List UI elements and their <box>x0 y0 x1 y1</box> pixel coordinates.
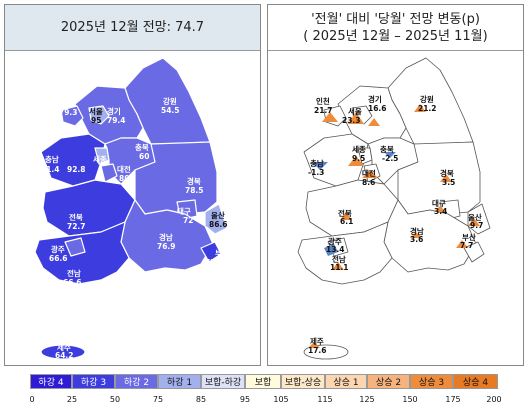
label-chungnam: 충남 71.4 <box>41 154 60 174</box>
legend-item-steady-down: 보합-하강 <box>201 374 245 389</box>
region-seoul <box>88 105 110 125</box>
label-jeonnam: 전남 66.6 <box>63 268 82 287</box>
label-sejong: 세종 9.5 <box>352 144 366 163</box>
left-map-panel: 2025년 12월 전망: 74.7 <box>4 4 261 366</box>
legend-tick: 95 <box>239 395 251 404</box>
label-seoul: 서울 95 <box>89 106 103 125</box>
legend-tick: 125 <box>359 395 375 404</box>
up-triangle-gyeonggi <box>368 118 380 126</box>
legend-tick: 115 <box>317 395 333 404</box>
label-busan: 부산 7.7 <box>460 232 476 250</box>
label-gwangju: 광주 13.4 <box>326 236 345 254</box>
label-incheon: 인천 79.3 <box>59 98 78 117</box>
legend-tick: 150 <box>402 395 418 404</box>
legend-item-up-3: 상승 3 <box>410 374 453 389</box>
right-korea-map: 인천 21.7 서울 23.3 경기 16.6 강원 21.2 충남 -1.3 세종 9.5… <box>297 57 491 360</box>
label-daegu: 대구 3.4 <box>432 198 447 216</box>
legend-tick: 75 <box>152 395 164 404</box>
legend-tick: 175 <box>445 395 461 404</box>
legend-item-steady: 보합 <box>245 374 281 389</box>
label-busan: 부산 72.7 <box>205 248 229 267</box>
right-panel-header: '전월' 대비 '당월' 전망 변동(p) ( 2025년 12월 – 2025… <box>268 5 523 51</box>
legend-tick: 0 <box>29 395 35 404</box>
label-gangwon: 강원 21.2 <box>418 94 437 113</box>
legend-item-down-1: 하강 1 <box>158 374 201 389</box>
left-region-labels: 인천 79.3 서울 95 경기 79.4 강원 54.5 충남 71.4 세종 92.8 … <box>41 96 229 360</box>
down-region-gwangju <box>324 244 338 256</box>
right-map-panel: '전월' 대비 '당월' 전망 변동(p) ( 2025년 12월 – 2025… <box>267 4 524 366</box>
label-jeonbuk: 전북 72.7 <box>67 212 86 231</box>
up-triangle-gangwon <box>414 104 426 112</box>
up-triangle-incheon <box>322 112 338 122</box>
label-daejeon: 대전 8.6 <box>362 168 376 187</box>
label-jeju: 제주 17.6 <box>308 336 327 355</box>
label-chungbuk: 충북 -2.5 <box>380 144 398 163</box>
legend-item-steady-up: 보합-상승 <box>281 374 325 389</box>
label-gyeongnam: 경남 76.9 <box>157 232 176 251</box>
outline-jeju <box>303 344 349 360</box>
change-markers <box>308 104 480 348</box>
up-triangle-gyeongbuk <box>440 174 452 182</box>
label-jeonbuk: 전북 6.1 <box>338 208 353 226</box>
label-gyeongbuk: 경북 78.5 <box>185 176 204 195</box>
label-daegu: 대구 72 <box>177 206 193 225</box>
right-panel-title-line1: '전월' 대비 '당월' 전망 변동(p) <box>311 11 480 27</box>
up-triangle-seoul <box>348 112 364 124</box>
label-incheon: 인천 21.7 <box>314 96 333 115</box>
down-triangle-chungbuk <box>384 152 396 158</box>
right-panel-title-line2: ( 2025년 12월 – 2025년 11월) <box>303 28 488 44</box>
label-sejong: 세종 92.8 <box>67 154 107 174</box>
legend-item-up-1: 상승 1 <box>325 374 367 389</box>
legend-tick: 50 <box>109 395 121 404</box>
up-triangle-gyeongnam <box>410 232 422 238</box>
legend-tick: 25 <box>66 395 78 404</box>
label-gangwon: 강원 54.5 <box>161 96 180 115</box>
left-panel-header: 2025년 12월 전망: 74.7 <box>5 5 260 51</box>
outline-chungnam <box>303 133 369 187</box>
label-daejeon: 대전 80 <box>117 164 131 183</box>
legend-item-down-3: 하강 3 <box>72 374 115 389</box>
up-triangle-busan <box>456 240 468 248</box>
outline-busan <box>463 241 485 263</box>
region-chungnam <box>40 133 106 187</box>
right-region-labels: 인천 21.7 서울 23.3 경기 16.6 강원 21.2 충남 -1.3 세종 9.5… <box>308 94 483 355</box>
label-seoul: 서울 23.3 <box>342 106 362 125</box>
label-jeju: 제주 64.2 <box>55 342 74 360</box>
legend-item-up-2: 상승 2 <box>367 374 410 389</box>
region-gwangju <box>64 237 86 257</box>
up-triangle-sejong <box>348 156 364 166</box>
label-gyeongnam: 경남 3.6 <box>410 226 424 244</box>
up-triangle-jeonnam <box>332 262 344 270</box>
up-triangle-daegu <box>434 206 446 212</box>
label-gwangju: 광주 66.6 <box>49 244 68 263</box>
down-triangle-chungnam <box>312 162 328 170</box>
up-triangle-ulsan <box>468 218 480 226</box>
label-chungnam: 충남 -1.3 <box>308 158 324 177</box>
up-triangle-jeonbuk <box>340 212 352 220</box>
region-incheon <box>60 105 84 127</box>
label-gyeongbuk: 경북 3.5 <box>440 168 455 187</box>
outline-gyeonggi <box>337 85 407 145</box>
legend-tick: 85 <box>195 395 207 404</box>
region-jeju <box>40 344 86 360</box>
legend-item-down-2: 하강 2 <box>115 374 158 389</box>
outline-ulsan <box>467 203 491 235</box>
region-ulsan <box>204 203 228 235</box>
label-gyeonggi: 경기 79.4 <box>107 106 126 125</box>
region-busan <box>200 241 222 263</box>
label-gyeonggi: 경기 16.6 <box>368 94 387 113</box>
label-chungbuk: 충북 60 <box>135 142 149 161</box>
label-ulsan: 울산 86.6 <box>209 210 228 229</box>
up-triangle-jeju <box>308 342 320 348</box>
legend-item-up-4: 상승 4 <box>453 374 498 389</box>
label-ulsan: 울산 9.7 <box>468 212 483 230</box>
region-daejeon <box>100 163 118 183</box>
legend-tick: 200 <box>486 395 502 404</box>
left-panel-title: 2025년 12월 전망: 74.7 <box>60 20 205 35</box>
label-jeonnam: 전남 11.1 <box>330 254 349 272</box>
left-korea-map: 인천 79.3 서울 95 경기 79.4 강원 54.5 충남 71.4 세종 92.8 … <box>34 57 229 360</box>
legend-tick: 105 <box>273 395 289 404</box>
legend-item-down-4: 하강 4 <box>30 374 72 389</box>
up-triangle-daejeon <box>362 170 378 178</box>
